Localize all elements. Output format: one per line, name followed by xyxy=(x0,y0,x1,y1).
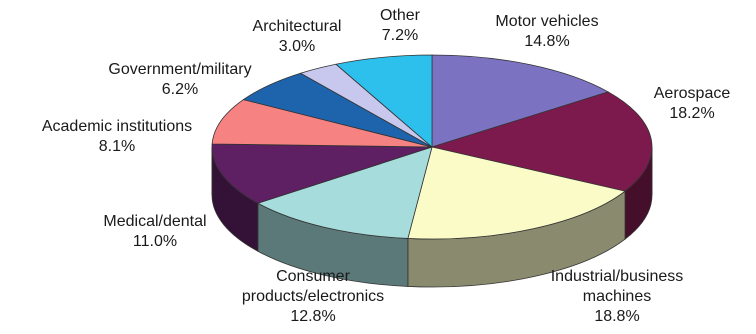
pie-slice-consumer-products-electronics xyxy=(256,146,433,239)
pie-slice-other xyxy=(335,54,433,148)
slice-label: Aerospace 18.2% xyxy=(654,85,731,122)
slice-label: Academic institutions 8.1% xyxy=(42,118,192,155)
slice-label: Other 7.2% xyxy=(380,7,421,44)
slice-label: Motor vehicles 14.8% xyxy=(495,13,598,50)
pie-slice-aerospace xyxy=(430,91,653,192)
slice-label: Architectural 3.0% xyxy=(253,18,342,55)
pie-side-walls xyxy=(211,146,653,288)
pie-top-slices xyxy=(211,54,653,240)
pie-slice-medical-dental xyxy=(211,143,433,204)
pie-labels: Motor vehicles 14.8% Aerospace 18.2% Industr… xyxy=(42,7,730,325)
pie-slice-motor-vehicles xyxy=(431,54,610,148)
slice-label: Medical/dental 11.0% xyxy=(103,213,206,250)
pie-slice-industrial-business-machines xyxy=(407,146,626,240)
slice-label: Industrial/business machines 18.8% xyxy=(551,268,684,325)
slice-label: Consumer products/electronics 12.8% xyxy=(242,268,384,325)
pie-slice-academic-institutions xyxy=(211,99,433,148)
slice-label: Government/military 6.2% xyxy=(108,61,251,98)
